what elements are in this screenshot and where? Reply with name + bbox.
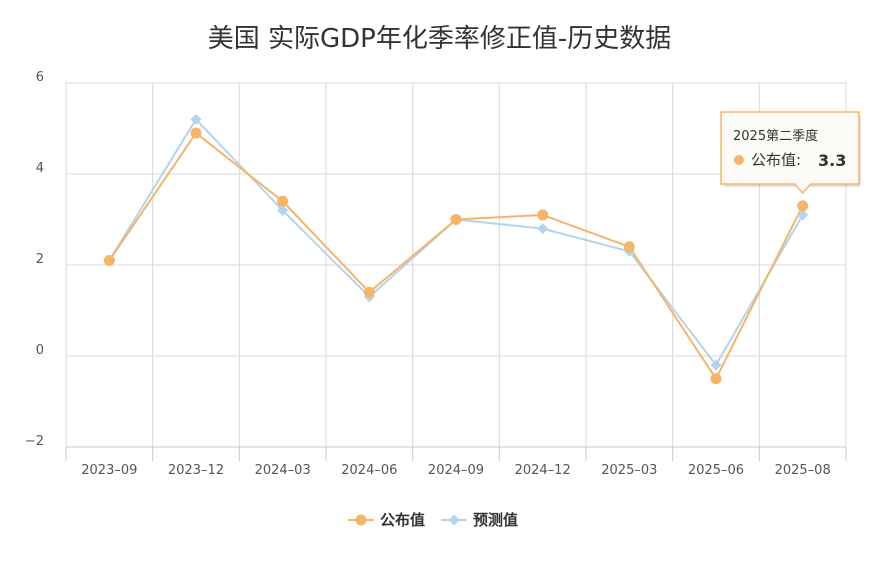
data-point-forecast — [277, 204, 289, 216]
x-tick-label: 2025–03 — [601, 463, 657, 478]
data-point-actual — [190, 127, 202, 139]
legend-label: 公布值 — [380, 511, 425, 529]
data-point-forecast — [710, 359, 722, 371]
x-tick-label: 2023–09 — [81, 463, 137, 478]
data-point-actual — [103, 254, 115, 266]
data-point-actual — [710, 373, 722, 385]
axes: −2 0 2 4 6 2023–09 2023–12 2024–03 2024–06 2024–0… — [25, 70, 847, 478]
data-point-actual — [623, 241, 635, 253]
data-point-actual — [277, 195, 289, 207]
y-tick-label: 0 — [36, 343, 44, 358]
y-tick-label: 6 — [36, 70, 44, 85]
tooltip-series-dot — [734, 155, 744, 165]
x-tick-label: 2023–12 — [168, 463, 224, 478]
legend-marker-diamond — [448, 514, 460, 526]
tooltip-period: 2025第二季度 — [733, 128, 818, 144]
data-point-forecast — [537, 223, 549, 235]
legend[interactable]: 公布值 预测值 — [348, 511, 518, 529]
legend-label: 预测值 — [473, 511, 518, 529]
legend-marker-circle — [355, 514, 367, 526]
x-tick-label: 2025–06 — [688, 463, 744, 478]
chart-title: 美国 实际GDP年化季率修正值-历史数据 — [207, 24, 672, 54]
y-tick-label: 2 — [36, 252, 44, 267]
x-tick-label: 2024–09 — [428, 463, 484, 478]
data-point-actual — [537, 209, 549, 221]
legend-item-actual[interactable]: 公布值 — [348, 511, 425, 529]
x-tick-label: 2024–06 — [341, 463, 397, 478]
data-point-forecast — [797, 209, 809, 221]
x-tick-label: 2024–12 — [515, 463, 571, 478]
data-point-forecast — [190, 113, 202, 125]
y-tick-label: 4 — [36, 161, 44, 176]
x-tick-label: 2025–08 — [775, 463, 831, 478]
grid-lines — [65, 82, 847, 448]
tooltip-value: 3.3 — [818, 151, 846, 170]
x-tick-label: 2024–03 — [255, 463, 311, 478]
series-line-forecast — [108, 117, 804, 367]
tooltip-series-label: 公布值: — [751, 151, 801, 169]
legend-item-forecast[interactable]: 预测值 — [441, 511, 518, 529]
data-point-actual — [450, 214, 462, 225]
tooltip-box — [720, 111, 860, 195]
data-point-actual — [363, 286, 375, 298]
data-point-actual — [797, 200, 809, 212]
y-tick-label: −2 — [25, 434, 44, 449]
series-layer — [103, 113, 809, 385]
